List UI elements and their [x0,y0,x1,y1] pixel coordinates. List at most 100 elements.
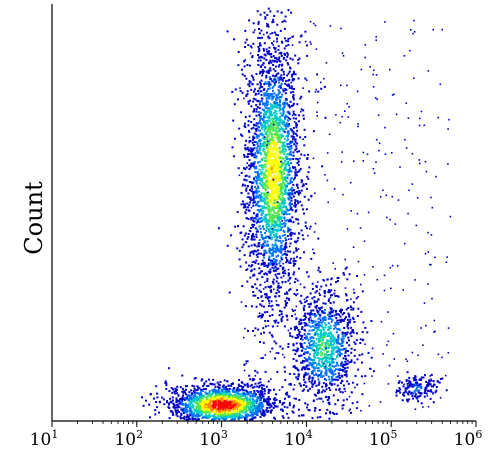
event-point [268,170,271,173]
event-point [256,145,259,148]
event-point [245,406,248,409]
event-point [273,129,276,132]
event-point [255,192,258,195]
event-point [268,97,271,100]
event-point [247,245,250,248]
event-point [270,97,273,100]
event-point [279,226,282,229]
event-point [291,209,294,212]
event-point [222,402,224,404]
event-point [287,396,290,398]
event-point [260,158,263,161]
event-point [271,335,274,338]
event-point [285,303,287,306]
event-point [209,403,212,406]
event-point [252,251,255,254]
event-point [289,194,292,197]
event-point [324,360,327,363]
event-point [252,110,255,113]
event-point [268,50,270,53]
event-point [279,193,282,195]
event-point [252,274,255,277]
event-point [226,406,229,409]
event-point [274,224,277,227]
event-point [253,220,256,223]
event-point [292,112,295,115]
event-point [207,399,210,402]
event-point [337,279,339,282]
event-point [281,315,284,318]
event-point [289,180,292,183]
event-point [327,333,330,336]
event-point [346,398,349,401]
event-point [282,128,285,131]
event-point [312,365,315,368]
event-point [267,101,270,104]
event-point [259,85,262,88]
event-point [325,348,328,351]
event-point [307,317,310,320]
event-point [289,242,292,245]
event-point [168,402,171,405]
event-point [275,110,278,113]
event-point [295,249,298,252]
event-point [207,400,210,403]
event-point [302,183,305,186]
event-point [279,170,281,172]
event-point [221,385,224,388]
event-point [292,251,295,254]
event-point [278,56,281,59]
event-point [241,409,244,412]
event-point [322,317,325,320]
event-point [187,418,190,421]
event-point [178,400,181,403]
event-point [295,294,298,297]
event-point [250,148,253,151]
event-point [327,313,329,316]
event-point [307,339,310,342]
event-point [237,397,240,400]
event-point [279,165,282,168]
event-point [307,153,309,156]
event-point [285,102,288,105]
event-point [335,331,338,334]
event-point [289,233,292,236]
event-point [255,402,258,405]
event-point [342,319,345,322]
event-point [287,9,290,12]
event-point [273,401,276,404]
event-point [270,56,273,58]
event-point [280,173,283,176]
event-point [329,366,332,369]
event-point [276,220,279,223]
event-point [310,363,312,366]
event-point [268,262,271,265]
event-point [198,412,201,414]
event-point [285,291,288,294]
event-point [275,97,278,100]
event-point [196,418,199,421]
event-point [336,340,339,343]
event-point [340,337,343,340]
event-point [263,331,265,334]
event-point [292,158,295,160]
event-point [315,372,318,375]
event-point [313,355,316,358]
event-point [195,391,198,394]
event-point [333,413,336,416]
event-point [280,141,283,144]
event-point [341,380,344,383]
event-point [229,402,232,405]
event-point [281,408,284,411]
event-point [261,412,264,415]
event-point [285,44,288,47]
event-point [282,416,285,419]
event-point [239,397,241,400]
event-point [292,98,295,101]
event-point [250,88,253,91]
event-point [346,322,349,324]
event-point [237,167,240,170]
event-point [249,276,252,279]
event-point [284,125,287,128]
event-point [283,144,286,147]
